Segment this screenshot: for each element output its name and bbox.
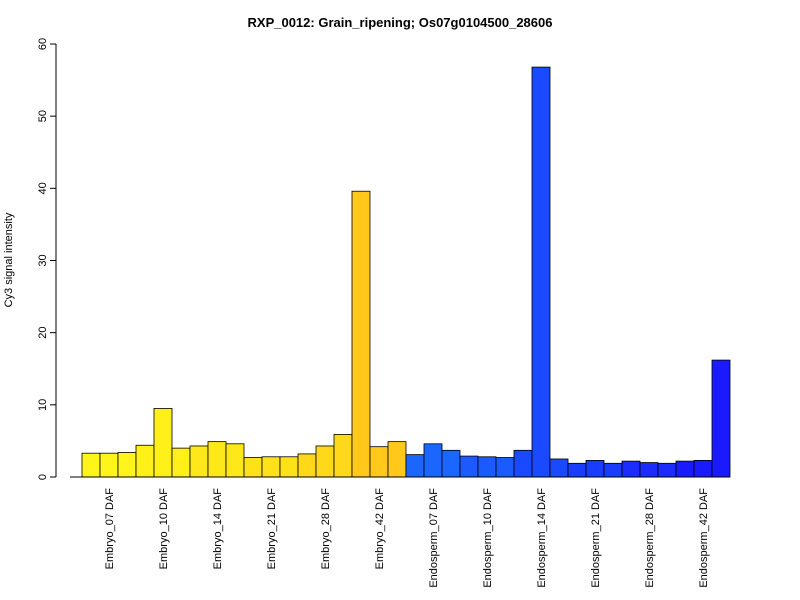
bar [99,452,119,478]
x-tick-label: Embryo_21 DAF [266,488,278,570]
bar [297,453,317,478]
x-tick-label: Endosperm_14 DAF [536,488,548,588]
y-tick-label: 30 [37,254,49,266]
bar [243,457,263,478]
y-tick-label: 50 [37,110,49,122]
y-tick-label: 10 [37,399,49,411]
bar [711,359,731,478]
x-tick-label: Endosperm_10 DAF [482,488,494,588]
bar [585,459,605,478]
x-tick-label: Endosperm_07 DAF [428,488,440,588]
bar [369,446,389,478]
x-axis: Embryo_07 DAF Embryo_10 DAF Embryo_14 DAF E… [70,476,730,588]
y-axis-label: Cy3 signal intensity [3,212,15,307]
chart-title: RXP_0012: Grain_ripening; Os07g0104500_2… [248,15,553,30]
bar [207,441,227,478]
bar [549,458,569,478]
x-tick-label: Endosperm_21 DAF [590,488,602,588]
bar [405,454,425,478]
x-tick-label: Endosperm_28 DAF [644,488,656,588]
bar [477,456,497,478]
y-tick-label: 40 [37,182,49,194]
x-tick-label: Embryo_14 DAF [212,488,224,570]
bar [225,443,245,478]
bar [333,434,353,478]
bar [189,445,209,478]
bar [279,456,299,478]
x-tick-label: Embryo_10 DAF [158,488,170,570]
bar [351,190,371,478]
bar [81,452,101,478]
bar [693,459,713,478]
bar [153,408,173,478]
bar [657,462,677,478]
bar [495,457,515,478]
bar [621,460,641,478]
y-tick-label: 60 [37,38,49,50]
bars-group [81,66,731,478]
bar [639,462,659,478]
bar [675,460,695,478]
bar [531,66,551,478]
x-tick-label: Embryo_07 DAF [104,488,116,570]
x-tick-label: Embryo_28 DAF [320,488,332,570]
x-tick-label: Embryo_42 DAF [374,488,386,570]
bar [603,462,623,478]
bar [117,452,137,478]
y-axis: 0 10 20 30 40 50 60 [37,38,57,480]
bar [423,443,443,478]
bar [261,456,281,478]
bar [441,449,461,478]
bar [387,441,407,478]
bar [567,462,587,478]
y-tick-label: 0 [37,474,49,480]
bar [171,447,191,478]
y-tick-label: 20 [37,327,49,339]
bar [459,455,479,478]
x-tick-label: Endosperm_42 DAF [698,488,710,588]
bar [315,445,335,478]
bar [513,449,533,478]
bar [135,444,155,478]
